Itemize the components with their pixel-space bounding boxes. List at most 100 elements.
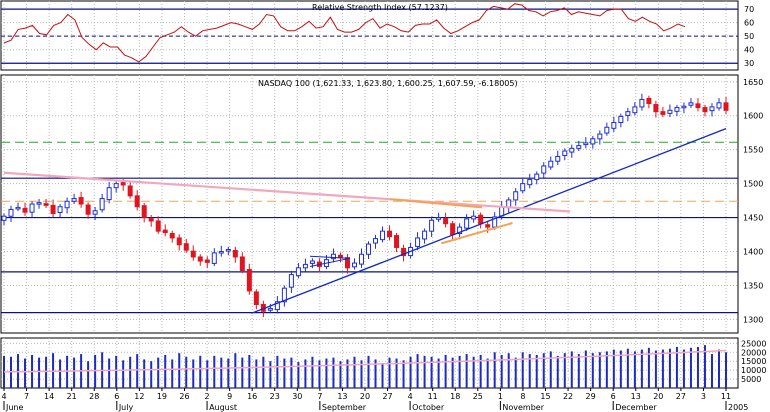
price-panel: NASDAQ 100 (1,621.33, 1,623.80, 1,600.25…: [0, 74, 763, 334]
volume-moving-average: [3, 349, 727, 373]
candle-down: [134, 195, 140, 208]
volume-bar: [332, 357, 335, 388]
candle-up: [211, 252, 217, 264]
x-day-label: 30: [292, 392, 302, 401]
candle-down: [387, 230, 393, 238]
candle-up: [366, 243, 372, 255]
candle-down: [127, 185, 133, 197]
candle-down: [246, 269, 252, 292]
candle-up: [302, 263, 308, 269]
volume-bar: [185, 356, 188, 388]
candle-up: [520, 183, 526, 192]
volume-bar: [206, 360, 209, 388]
volume-bar: [234, 353, 237, 388]
volume-bar: [339, 361, 342, 388]
candle-down: [43, 203, 49, 206]
volume-bar: [703, 345, 706, 388]
candle-up: [471, 215, 477, 220]
x-day-label: 27: [382, 392, 392, 401]
volume-bar: [570, 351, 573, 388]
x-month-label: October: [412, 403, 445, 412]
candle-down: [176, 237, 182, 246]
candle-up: [29, 203, 35, 213]
candle-up: [625, 111, 631, 116]
volume-bar: [346, 359, 349, 388]
price-tick-label: 1550: [743, 146, 763, 155]
volume-bar: [542, 353, 545, 388]
volume-bar: [430, 356, 433, 388]
rsi-line: [3, 3, 686, 63]
x-day-label: 14: [44, 392, 54, 401]
candle-down: [660, 111, 666, 115]
candle-down: [148, 218, 154, 222]
candle-up: [590, 138, 596, 145]
candle-down: [197, 256, 203, 262]
rsi-tick-label: 50: [744, 32, 754, 41]
x-day-label: 4: [1, 392, 6, 401]
volume-bar: [73, 357, 76, 388]
x-day-label: 22: [563, 392, 573, 401]
volume-bar: [311, 356, 314, 388]
x-month-label: June: [5, 403, 24, 412]
candle-up: [92, 210, 98, 215]
candle-up: [288, 274, 294, 288]
x-day-label: 13: [631, 392, 641, 401]
volume-bar: [157, 357, 160, 388]
candle-down: [155, 220, 161, 232]
candle-up: [429, 219, 435, 232]
candle-down: [120, 182, 126, 186]
volume-tick-label: 10000: [741, 366, 766, 375]
volume-bar: [647, 347, 650, 388]
volume-bar: [640, 349, 643, 388]
volume-bar: [220, 357, 223, 388]
candle-up: [218, 251, 224, 254]
price-tick-label: 1450: [743, 214, 763, 223]
volume-bar: [598, 352, 601, 388]
volume-bar: [129, 356, 132, 388]
volume-bar: [115, 355, 118, 388]
rsi-tick-label: 60: [744, 19, 754, 28]
candle-up: [457, 226, 463, 235]
candle-down: [204, 259, 210, 263]
volume-bar: [402, 360, 405, 388]
price-trendlines: [3, 128, 727, 314]
candle-up: [639, 98, 645, 108]
candle-up: [373, 238, 379, 244]
price-tick-label: 1300: [743, 315, 763, 324]
volume-bar: [619, 350, 622, 388]
candle-up: [464, 218, 470, 229]
candle-up: [71, 198, 77, 202]
x-day-label: 2: [205, 392, 210, 401]
volume-bar: [507, 353, 510, 388]
volume-bar: [661, 349, 664, 388]
candle-up: [64, 200, 70, 209]
candle-up: [576, 145, 582, 149]
candle-down: [646, 97, 652, 105]
volume-bars: [3, 345, 727, 388]
x-month-label: September: [322, 403, 367, 412]
x-day-label: 27: [676, 392, 686, 401]
candle-up: [688, 102, 694, 106]
triangle-lines: [309, 255, 351, 267]
candle-down: [232, 250, 238, 258]
candle-up: [513, 191, 519, 201]
volume-bar: [423, 355, 426, 388]
candle-up: [274, 301, 280, 311]
candle-up: [358, 253, 364, 265]
volume-bar: [458, 355, 461, 388]
volume-bar: [479, 354, 482, 388]
volume-bar: [437, 358, 440, 388]
volume-bar: [584, 350, 587, 388]
candle-up: [548, 160, 554, 168]
x-day-label: 11: [428, 392, 438, 401]
x-day-label: 3: [701, 392, 706, 401]
volume-bar: [409, 356, 412, 388]
rsi-title: Relative Strength Index (57.1237): [312, 3, 448, 12]
volume-bar: [725, 352, 727, 388]
candle-up: [1, 215, 7, 221]
x-day-label: 15: [540, 392, 550, 401]
candle-up: [422, 230, 428, 240]
volume-bar: [367, 355, 370, 388]
volume-bar: [388, 357, 391, 388]
